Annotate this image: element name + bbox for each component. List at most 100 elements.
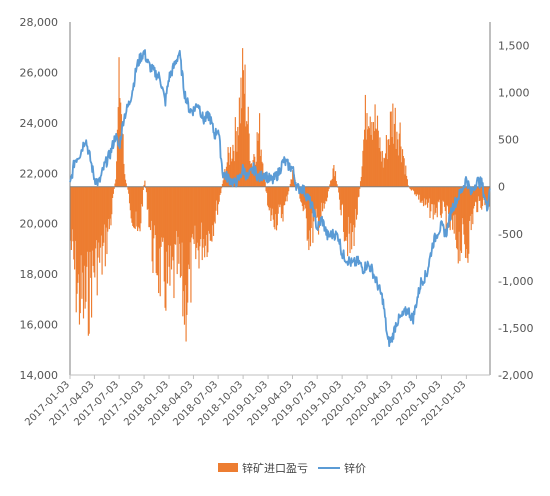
profit-bar (431, 186, 434, 205)
profit-bar (331, 178, 333, 187)
profit-bar (114, 183, 116, 187)
profit-bar (235, 131, 237, 187)
profit-bar (276, 186, 278, 226)
profit-bar (412, 186, 414, 191)
profit-bar (217, 186, 219, 215)
profit-bar (301, 186, 303, 203)
profit-bar (448, 186, 450, 214)
profit-bar (397, 155, 400, 187)
profit-bar (116, 129, 119, 187)
profit-bar (110, 186, 112, 226)
profit-bar (228, 152, 230, 187)
profit-bar (196, 186, 198, 248)
profit-bar (459, 186, 461, 262)
profit-bar (78, 186, 80, 275)
profit-bar (140, 186, 142, 224)
right-tick-label: 500 (498, 134, 519, 147)
profit-bar (121, 133, 123, 187)
profit-bar (279, 186, 281, 208)
profit-bar (195, 186, 197, 260)
profit-bar (313, 186, 315, 222)
profit-bar (353, 186, 355, 246)
profit-bar (301, 186, 303, 207)
profit-bar (146, 186, 148, 210)
profit-bar (361, 166, 363, 187)
profit-bar (169, 186, 171, 286)
profit-bar (242, 70, 245, 187)
profit-bar (283, 186, 285, 206)
profit-bar (266, 186, 268, 193)
profit-bar (290, 179, 292, 187)
profit-bar (373, 131, 375, 187)
profit-bar (432, 186, 434, 220)
profit-bar (485, 186, 488, 207)
profit-bar (374, 104, 376, 187)
right-axis-ticks: -2,000 -1,500 -1,000 -500 0 500 1,000 1,500 (498, 40, 533, 382)
profit-bar (397, 139, 399, 187)
profit-bar (343, 186, 345, 242)
left-tick-label: 24,000 (20, 117, 59, 130)
profit-bar (378, 148, 380, 187)
profit-bar (250, 163, 253, 187)
profit-bar (197, 186, 199, 251)
profit-bar (79, 186, 81, 314)
profit-bar (215, 186, 217, 211)
profit-bar (422, 186, 424, 201)
profit-bar (186, 186, 188, 315)
profit-bar (145, 186, 148, 193)
profit-bar (456, 186, 458, 249)
profit-bar (196, 186, 198, 243)
profit-bar (335, 181, 337, 187)
profit-bar (288, 186, 290, 192)
profit-bar (105, 186, 107, 228)
legend-swatch-profit (218, 463, 238, 472)
profit-bar (350, 186, 352, 224)
profit-bar (372, 139, 374, 187)
left-tick-label: 22,000 (20, 167, 59, 180)
profit-bar (445, 186, 447, 233)
profit-bar (436, 186, 438, 218)
profit-bar (463, 186, 465, 235)
profit-bar (473, 186, 476, 207)
profit-bar (346, 186, 348, 237)
profit-bar (102, 186, 104, 247)
profit-bar (443, 186, 446, 207)
profit-bar (123, 163, 125, 187)
profit-bar (418, 186, 421, 195)
profit-bar (94, 186, 96, 278)
profit-bar (427, 186, 429, 208)
left-tick-label: 26,000 (20, 66, 59, 79)
profit-bar (277, 186, 279, 214)
x-tick-label: 2021-01-03 (420, 379, 469, 428)
profit-bar (487, 186, 489, 200)
profit-bar (319, 186, 321, 221)
profit-bar (433, 186, 435, 205)
profit-bar (462, 186, 464, 225)
profit-bar (486, 186, 488, 204)
right-tick-label: 1,000 (498, 87, 530, 100)
profit-bar (396, 131, 398, 187)
legend-label-profit: 锌矿进口盈亏 (242, 461, 308, 475)
profit-bar (278, 186, 280, 205)
profit-bar (273, 186, 275, 228)
profit-bar (76, 186, 78, 294)
profit-bar (443, 186, 445, 202)
profit-bar (74, 186, 77, 241)
profit-bar (242, 48, 244, 187)
profit-bar (184, 186, 186, 286)
profit-bar (104, 186, 106, 267)
profit-bar (92, 186, 94, 266)
profit-bar (274, 186, 276, 230)
profit-bar (109, 186, 111, 219)
profit-bar (267, 186, 270, 208)
profit-bar (389, 111, 392, 187)
profit-bar (403, 158, 405, 187)
profit-bar (284, 186, 286, 205)
profit-bar (324, 186, 326, 204)
x-axis-ticks: 2017-01-032017-04-032017-07-032017-10-03… (23, 375, 469, 428)
profit-bar (116, 161, 118, 187)
profit-bar (414, 186, 416, 195)
profit-bar (347, 186, 349, 257)
profit-bar (444, 186, 446, 212)
profit-bar (338, 186, 341, 200)
